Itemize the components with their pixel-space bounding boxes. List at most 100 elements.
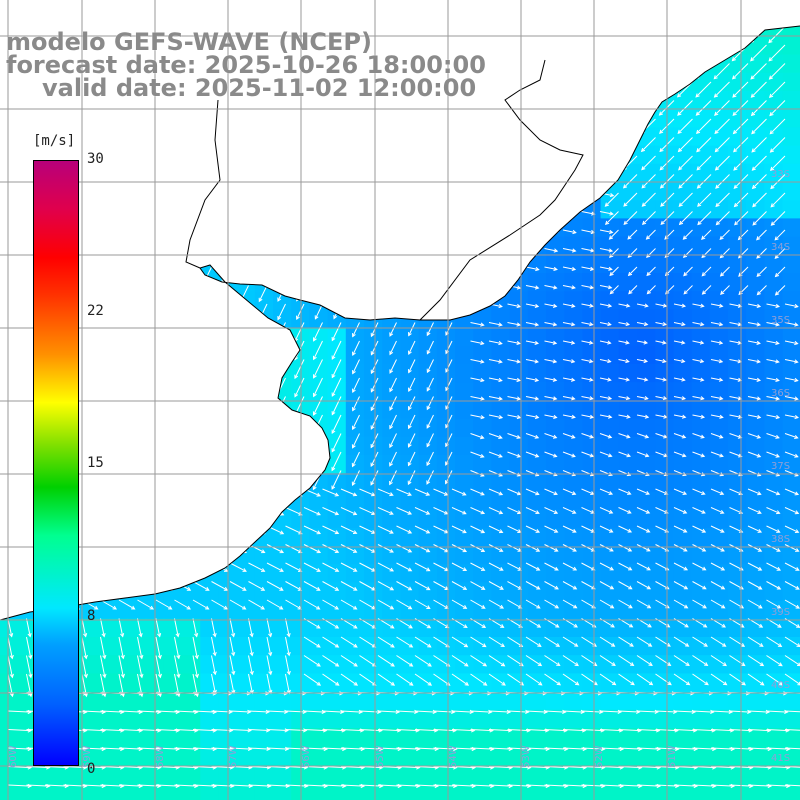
wind-arrow <box>581 377 594 382</box>
wind-speed-cell <box>473 345 492 365</box>
wind-speed-cell <box>18 655 37 674</box>
wind-arrow <box>695 100 712 116</box>
wind-speed-cell <box>546 564 565 583</box>
wind-arrow <box>340 562 358 572</box>
wind-speed-cell <box>491 655 511 674</box>
wind-speed-cell <box>673 418 693 438</box>
wind-arrow <box>488 507 504 515</box>
wind-arrow <box>312 396 323 416</box>
wind-arrow <box>756 229 767 241</box>
wind-speed-cell <box>436 382 456 401</box>
wind-speed-cell <box>436 582 456 602</box>
wind-speed-cell <box>764 26 784 37</box>
wind-arrow <box>710 488 725 495</box>
wind-speed-cell <box>728 364 747 383</box>
wind-speed-cell <box>273 746 292 765</box>
wind-arrow <box>544 581 559 590</box>
border-line <box>185 99 221 269</box>
wind-speed-cell <box>764 728 784 747</box>
wind-speed-cell <box>382 764 401 784</box>
wind-speed-cell <box>345 546 365 565</box>
wind-arrow <box>562 340 576 345</box>
wind-speed-cell <box>582 455 602 474</box>
wind-speed-cell <box>582 782 602 800</box>
wind-arrow <box>599 581 615 590</box>
wind-speed-cell <box>637 236 656 256</box>
wind-arrow <box>488 655 506 667</box>
wind-speed-cell <box>455 691 474 711</box>
wind-speed-cell <box>0 746 19 765</box>
wind-speed-cell <box>764 327 784 347</box>
wind-speed-cell <box>345 746 365 765</box>
wind-speed-cell <box>473 564 492 583</box>
wind-speed-cell <box>400 345 420 365</box>
wind-speed-cell <box>637 436 656 456</box>
wind-speed-cell <box>764 145 784 165</box>
wind-speed-cell <box>691 709 711 729</box>
wind-speed-cell <box>273 527 292 547</box>
wind-speed-cell <box>509 782 529 800</box>
wind-speed-cell <box>655 491 674 511</box>
wind-arrow <box>673 581 689 590</box>
wind-arrow <box>618 581 633 590</box>
wind-speed-cell <box>637 618 656 638</box>
wind-speed-cell <box>309 564 329 583</box>
wind-speed-cell <box>709 618 729 638</box>
wind-speed-cell <box>546 455 565 474</box>
wind-speed-cell <box>309 327 329 347</box>
wind-speed-cell <box>455 473 474 492</box>
wind-speed-cell <box>673 782 693 800</box>
wind-speed-cell <box>236 637 256 656</box>
wind-speed-cell <box>618 345 638 365</box>
wind-arrow <box>683 285 693 295</box>
wind-speed-cell <box>782 473 800 492</box>
wind-arrow <box>340 655 358 667</box>
wind-arrow <box>710 562 726 571</box>
wind-arrow <box>451 673 470 686</box>
wind-speed-cell <box>327 728 347 747</box>
wind-arrow <box>507 322 522 327</box>
wind-speed-cell <box>709 400 729 420</box>
wind-arrow <box>599 359 612 364</box>
wind-arrow <box>747 340 761 345</box>
wind-speed-cell <box>673 382 693 401</box>
wind-arrow <box>692 488 706 495</box>
wind-arrow <box>618 414 631 419</box>
wind-speed-cell <box>364 345 383 365</box>
wind-speed-cell <box>200 600 219 620</box>
wind-arrow <box>581 414 595 419</box>
wind-speed-cell <box>345 600 365 620</box>
wind-arrow <box>451 581 468 590</box>
wind-speed-cell <box>655 582 674 602</box>
wind-arrow <box>766 396 781 401</box>
wind-speed-cell <box>18 782 37 800</box>
wind-speed-cell <box>564 455 583 474</box>
wind-speed-cell <box>473 436 492 456</box>
wind-arrow <box>562 673 580 686</box>
wind-speed-cell <box>655 637 674 656</box>
wind-arrow <box>322 562 340 572</box>
wind-speed-cell <box>746 618 765 638</box>
wind-speed-cell <box>673 491 693 511</box>
wind-arrow <box>211 636 217 657</box>
wind-arrow <box>636 673 654 686</box>
wind-speed-cell <box>527 418 547 438</box>
wind-speed-cell <box>618 218 638 238</box>
wind-speed-cell <box>709 382 729 401</box>
wind-speed-cell <box>473 491 492 511</box>
wind-arrow <box>525 655 543 667</box>
wind-speed-cell <box>455 400 474 420</box>
wind-speed-cell <box>527 782 547 800</box>
wind-speed-cell <box>473 746 492 765</box>
wind-speed-cell <box>364 509 383 529</box>
wind-arrow <box>673 507 688 514</box>
wind-speed-cell <box>655 527 674 547</box>
wind-arrow <box>599 303 613 308</box>
wind-speed-cell <box>200 728 219 747</box>
wind-arrow <box>396 599 413 610</box>
wind-arrow <box>655 377 668 382</box>
wind-speed-cell <box>382 600 401 620</box>
wind-speed-cell <box>782 254 800 274</box>
wind-arrow <box>747 488 762 496</box>
wind-speed-cell <box>236 673 256 693</box>
